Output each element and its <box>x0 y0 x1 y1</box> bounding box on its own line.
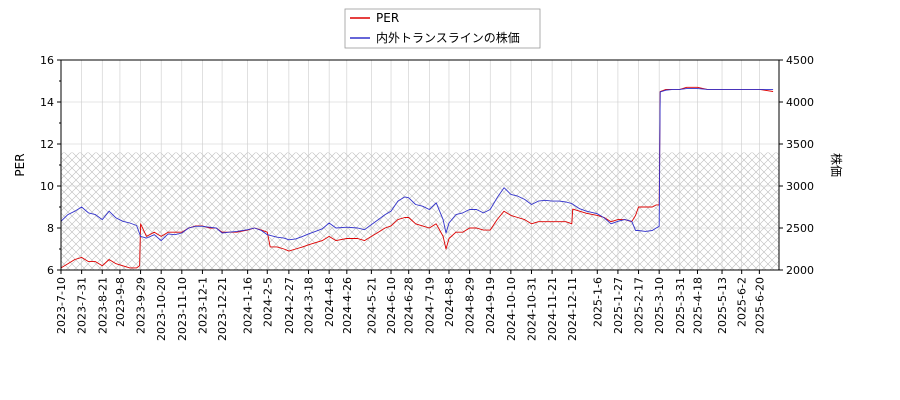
x-tick-label: 2025-6-20 <box>753 277 766 334</box>
y-right-tick-label: 3500 <box>786 138 814 151</box>
hatch-band <box>61 152 779 270</box>
x-tick-label: 2024-2-27 <box>283 277 296 334</box>
y-right-tick-label: 2500 <box>786 222 814 235</box>
x-tick-label: 2025-1-27 <box>612 277 625 334</box>
y-right-axis: 2000 2500 3000 3500 4000 4500 <box>779 54 814 277</box>
x-tick-label: 2024-10-10 <box>505 277 518 341</box>
y-left-tick-label: 14 <box>40 96 54 109</box>
y-right-tick-label: 2000 <box>786 264 814 277</box>
y-right-tick-label: 3000 <box>786 180 814 193</box>
x-tick-label: 2024-10-31 <box>525 277 538 341</box>
x-tick-label: 2025-6-2 <box>736 277 749 327</box>
x-tick-label: 2024-9-19 <box>484 277 497 334</box>
x-tick-label: 2024-12-11 <box>566 277 579 341</box>
x-tick-label: 2024-8-29 <box>464 277 477 334</box>
x-tick-label: 2023-12-1 <box>196 277 209 334</box>
x-tick-label: 2025-3-10 <box>653 277 666 334</box>
x-tick-label: 2023-8-21 <box>96 277 109 334</box>
x-tick-label: 2023-12-21 <box>216 277 229 341</box>
x-tick-label: 2024-11-21 <box>546 277 559 341</box>
y-left-tick-label: 12 <box>40 138 54 151</box>
x-tick-label: 2024-5-21 <box>365 277 378 334</box>
x-tick-label: 2024-6-28 <box>403 277 416 334</box>
y-left-tick-label: 16 <box>40 54 54 67</box>
x-tick-label: 2025-5-13 <box>716 277 729 334</box>
y-left-tick-label: 10 <box>40 180 54 193</box>
legend: PER 内外トランスラインの株価 <box>344 8 541 49</box>
x-tick-label: 2025-4-18 <box>691 277 704 334</box>
y-left-tick-label: 6 <box>47 264 54 277</box>
x-tick-label: 2023-7-31 <box>76 277 89 334</box>
x-tick-label: 2023-10-20 <box>155 277 168 341</box>
series-layer <box>61 86 774 269</box>
legend-label-per: PER <box>376 11 399 25</box>
legend-label-price: 内外トランスラインの株価 <box>376 30 520 45</box>
x-tick-label: 2024-2-5 <box>261 277 274 327</box>
x-tick-label: 2024-8-8 <box>443 277 456 327</box>
x-tick-label: 2023-9-29 <box>135 277 148 334</box>
x-tick-label: 2024-1-16 <box>242 277 255 334</box>
x-tick-label: 2023-11-10 <box>176 277 189 341</box>
y-left-axis: 6 8 10 12 14 16 <box>40 54 61 277</box>
x-tick-label: 2024-3-18 <box>303 277 316 334</box>
x-tick-label: 2025-1-6 <box>591 277 604 327</box>
y-right-axis-title: 株価 <box>829 153 844 177</box>
x-tick-label: 2023-9-8 <box>114 277 127 327</box>
y-right-tick-label: 4000 <box>786 96 814 109</box>
x-tick-label: 2023-7-10 <box>55 277 68 334</box>
x-tick-label: 2024-6-10 <box>385 277 398 334</box>
x-tick-label: 2024-4-26 <box>341 277 354 334</box>
y-left-axis-title: PER <box>13 153 27 176</box>
legend-frame <box>344 8 541 49</box>
x-axis: 2023-7-10 2023-7-31 2023-8-21 2023-9-8 2023-… <box>55 270 766 341</box>
x-tick-label: 2024-7-19 <box>423 277 436 334</box>
series-line-per <box>61 86 774 269</box>
x-tick-label: 2024-4-8 <box>323 277 336 327</box>
series-line-price <box>61 88 774 242</box>
y-left-tick-label: 8 <box>47 222 54 235</box>
y-right-tick-label: 4500 <box>786 54 814 67</box>
x-tick-label: 2025-2-17 <box>633 277 646 334</box>
x-tick-label: 2025-3-31 <box>674 277 687 334</box>
